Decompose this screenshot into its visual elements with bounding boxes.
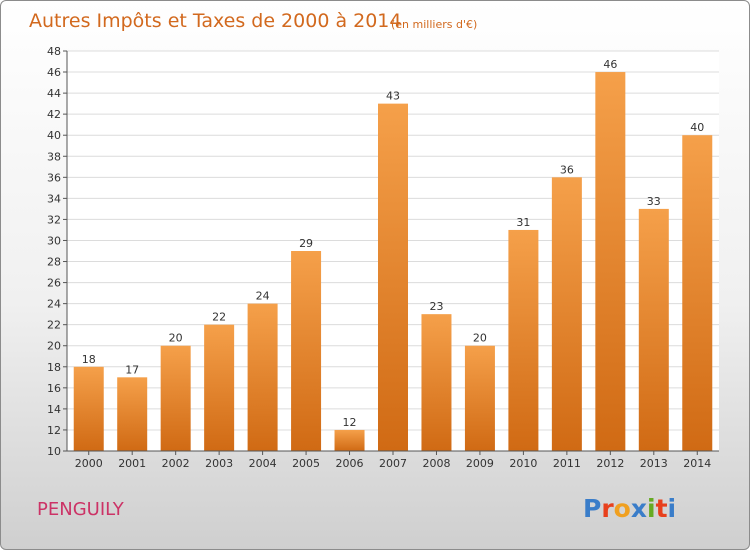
x-tick-label: 2004 (249, 457, 277, 470)
value-label: 12 (343, 416, 357, 429)
x-tick-label: 2003 (205, 457, 233, 470)
bar (638, 208, 669, 451)
bar (595, 72, 626, 451)
proxiti-logo: Proxiti (583, 494, 676, 523)
value-label: 22 (212, 311, 226, 324)
x-tick-label: 2010 (509, 457, 537, 470)
bar (117, 377, 148, 451)
bar (160, 345, 191, 451)
value-label: 20 (473, 332, 487, 345)
y-tick-label: 34 (47, 192, 61, 205)
value-label: 18 (82, 353, 96, 366)
x-tick-label: 2002 (162, 457, 190, 470)
x-tick-label: 2011 (553, 457, 581, 470)
chart-subtitle: (en milliers d'€) (391, 18, 477, 31)
bar (247, 303, 278, 451)
x-tick-label: 2012 (596, 457, 624, 470)
y-tick-label: 40 (47, 129, 61, 142)
place-name: PENGUILY (37, 499, 125, 520)
y-tick-label: 38 (47, 150, 61, 163)
bar (682, 135, 713, 452)
x-tick-label: 2014 (683, 457, 711, 470)
x-tick-label: 2001 (118, 457, 146, 470)
y-tick-label: 48 (47, 45, 61, 58)
y-tick-label: 28 (47, 256, 61, 269)
y-tick-label: 16 (47, 382, 61, 395)
x-tick-label: 2005 (292, 457, 320, 470)
y-tick-label: 20 (47, 340, 61, 353)
y-tick-label: 22 (47, 319, 61, 332)
y-tick-label: 14 (47, 403, 61, 416)
bar (421, 314, 452, 451)
y-tick-label: 32 (47, 213, 61, 226)
x-tick-label: 2000 (75, 457, 103, 470)
bar (464, 345, 495, 451)
y-tick-label: 24 (47, 298, 61, 311)
x-tick-label: 2007 (379, 457, 407, 470)
value-label: 36 (560, 163, 574, 176)
bar (334, 429, 365, 451)
y-tick-label: 26 (47, 277, 61, 290)
y-tick-label: 42 (47, 108, 61, 121)
bar (551, 177, 582, 451)
value-label: 33 (647, 195, 661, 208)
y-tick-label: 30 (47, 234, 61, 247)
value-label: 29 (299, 237, 313, 250)
y-tick-label: 46 (47, 66, 61, 79)
x-tick-label: 2013 (640, 457, 668, 470)
bar (291, 251, 322, 451)
value-label: 23 (429, 300, 443, 313)
value-label: 46 (603, 58, 617, 71)
value-label: 24 (256, 290, 270, 303)
bars: 18 17 20 22 24 29 12 43 23 20 31 36 46 33 40 (73, 58, 713, 452)
y-tick-label: 36 (47, 171, 61, 184)
y-tick-label: 44 (47, 87, 61, 100)
value-label: 31 (516, 216, 530, 229)
bar (378, 103, 408, 451)
x-tick-label: 2008 (422, 457, 450, 470)
bar (204, 324, 235, 451)
y-tick-label: 18 (47, 361, 61, 374)
value-label: 17 (125, 363, 139, 376)
x-tick-label: 2006 (336, 457, 364, 470)
value-label: 20 (169, 332, 183, 345)
bar (73, 366, 104, 451)
value-label: 40 (690, 121, 704, 134)
value-label: 43 (386, 90, 400, 103)
y-tick-label: 12 (47, 424, 61, 437)
chart-title: Autres Impôts et Taxes de 2000 à 2014 (29, 10, 402, 32)
bar (508, 229, 539, 451)
x-tick-label: 2009 (466, 457, 494, 470)
y-tick-label: 10 (47, 445, 61, 458)
axes: 10 12 14 16 18 20 22 24 26 28 30 32 34 36 38 40 42 44 46 48… (47, 45, 719, 470)
